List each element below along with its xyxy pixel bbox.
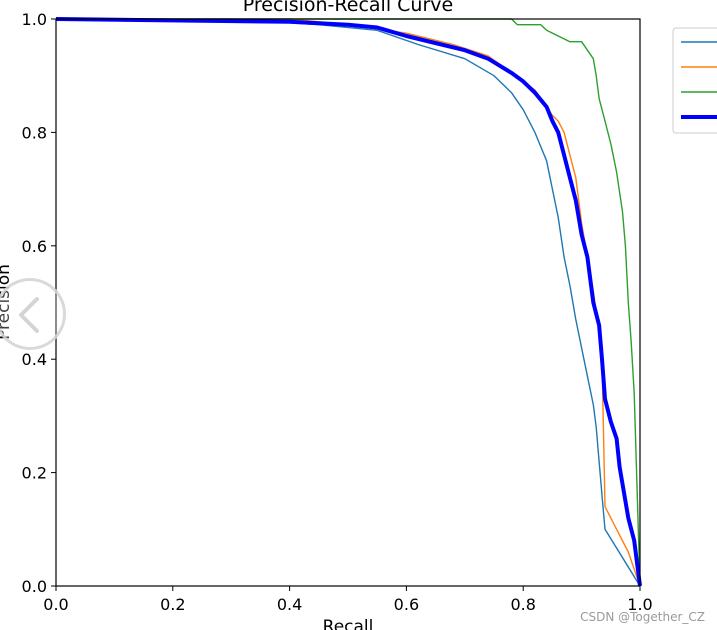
chevron-left-icon [19,297,39,333]
series-line-4 [55,17,642,587]
y-tick-label: 0.0 [22,577,47,596]
y-tick-label: 1.0 [22,10,47,29]
series-line-2 [56,18,641,587]
y-tick-label: 0.4 [22,350,47,369]
y-axis: 0.0 0.2 0.4 0.6 0.8 1.0 [22,10,56,596]
x-tick-label: 0.6 [394,595,419,614]
series-line-3 [56,18,641,587]
x-axis-label: Recall [323,617,374,630]
y-tick-label: 0.6 [22,237,47,256]
plot-frame [55,18,641,587]
x-tick-label: 0.0 [43,595,68,614]
y-tick-label: 0.2 [22,464,47,483]
watermark: CSDN @Together_CZ [580,610,705,624]
x-axis: 0.0 0.2 0.4 0.6 0.8 1.0 [43,586,653,614]
x-tick-label: 0.4 [277,595,302,614]
y-tick-label: 0.8 [22,123,47,142]
x-tick-label: 0.8 [510,595,535,614]
legend [672,27,717,134]
x-tick-label: 1.0 [627,595,652,614]
nav-prev-button[interactable] [0,278,66,350]
chart-title: Precision-Recall Curve [243,0,453,16]
x-tick-label: 0.2 [160,595,185,614]
legend-frame [672,27,717,134]
series-lines [55,17,642,587]
series-line-1 [56,18,641,587]
